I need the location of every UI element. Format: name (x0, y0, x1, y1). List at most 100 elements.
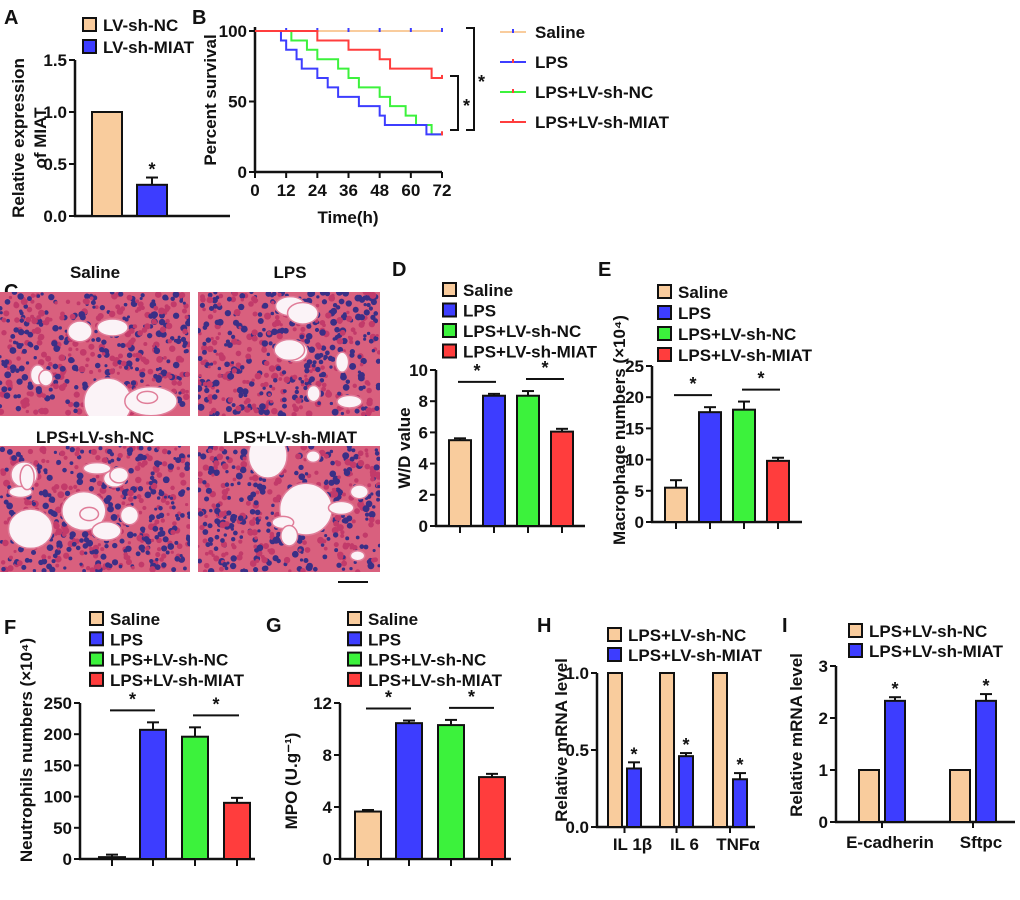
cell-nucleus (160, 497, 167, 503)
cell-nucleus (158, 490, 165, 497)
cell-nucleus (200, 453, 207, 460)
cell-nucleus (212, 360, 217, 365)
legend-label: LV-sh-MIAT (103, 38, 195, 57)
cell-nucleus (320, 543, 325, 547)
cell-nucleus (133, 533, 137, 537)
cell-nucleus (117, 452, 123, 459)
cell-nucleus (31, 317, 38, 325)
y-tick-label: 5 (635, 482, 644, 501)
cell-nucleus (249, 508, 256, 515)
bar (181, 735, 209, 860)
cell-nucleus (251, 329, 258, 336)
cell-nucleus (224, 343, 228, 347)
cell-nucleus (179, 457, 186, 464)
cell-nucleus (224, 521, 230, 527)
cell-nucleus (319, 319, 326, 326)
cell-nucleus (227, 397, 233, 403)
cell-nucleus (329, 470, 337, 478)
cell-nucleus (362, 532, 368, 538)
cell-nucleus (323, 546, 328, 551)
cell-nucleus (318, 359, 324, 365)
cell-nucleus (178, 453, 185, 460)
cell-nucleus (209, 508, 213, 513)
cell-nucleus (245, 408, 249, 412)
y-tick-label: 0 (635, 513, 644, 532)
cell-nucleus (38, 559, 44, 566)
cell-nucleus (255, 521, 260, 525)
cell-nucleus (342, 452, 350, 460)
cell-nucleus (65, 399, 70, 405)
y-tick-label: 100 (219, 22, 247, 41)
cell-nucleus (260, 484, 267, 491)
cell-nucleus (208, 549, 214, 555)
cell-nucleus (155, 551, 161, 558)
cell-nucleus (84, 551, 88, 555)
alveolus (349, 549, 366, 562)
cell-nucleus (226, 296, 232, 302)
legend-label: LPS+LV-sh-NC (110, 651, 228, 670)
cell-nucleus (23, 304, 29, 309)
cell-nucleus (110, 458, 115, 463)
cell-nucleus (257, 312, 263, 317)
cell-nucleus (111, 292, 118, 300)
cell-nucleus (212, 379, 220, 387)
cell-nucleus (368, 320, 376, 328)
cell-nucleus (179, 554, 183, 558)
cell-nucleus (13, 301, 19, 307)
alveolus (109, 466, 130, 484)
cell-nucleus (299, 558, 304, 562)
cell-nucleus (332, 337, 337, 341)
cell-nucleus (240, 365, 245, 370)
legend-label: LV-sh-NC (103, 16, 178, 35)
cell-nucleus (37, 464, 43, 470)
cell-nucleus (203, 562, 210, 569)
cell-nucleus (329, 344, 336, 351)
cell-nucleus (187, 540, 190, 547)
cell-nucleus (21, 564, 27, 570)
cell-nucleus (17, 293, 24, 300)
cell-nucleus (254, 372, 262, 380)
cell-nucleus (330, 318, 338, 326)
cell-nucleus (224, 309, 232, 317)
bar (712, 672, 728, 828)
cell-nucleus (359, 544, 365, 549)
cell-nucleus (254, 536, 258, 540)
cell-nucleus (33, 344, 40, 351)
cell-nucleus (49, 394, 56, 400)
cell-nucleus (36, 315, 41, 320)
cell-nucleus (300, 446, 308, 451)
cell-nucleus (292, 552, 298, 558)
cell-nucleus (351, 448, 356, 453)
cell-nucleus (371, 505, 376, 509)
cell-nucleus (94, 362, 101, 369)
cell-nucleus (56, 459, 62, 465)
cell-nucleus (37, 333, 45, 341)
panel-label-d: D (392, 259, 406, 281)
cell-nucleus (350, 327, 356, 333)
cell-nucleus (346, 446, 352, 449)
cell-nucleus (342, 292, 350, 297)
cell-nucleus (164, 306, 170, 312)
cell-nucleus (175, 457, 182, 464)
y-tick-label: 0.0 (43, 207, 67, 226)
cell-nucleus (219, 446, 225, 452)
cell-nucleus (233, 308, 241, 316)
cell-nucleus (36, 339, 43, 346)
cell-nucleus (55, 563, 60, 568)
cell-nucleus (118, 446, 122, 448)
cell-nucleus (47, 361, 53, 367)
cell-nucleus (47, 555, 51, 560)
legend-swatch (442, 282, 457, 297)
bar (98, 856, 126, 860)
cell-nucleus (200, 296, 206, 303)
cell-nucleus (221, 463, 229, 470)
cell-nucleus (217, 302, 222, 307)
legend-swatch (442, 302, 457, 318)
cell-nucleus (6, 318, 10, 323)
cell-nucleus (376, 497, 380, 502)
cell-nucleus (155, 557, 159, 562)
cell-nucleus (25, 361, 30, 365)
cell-nucleus (236, 554, 243, 561)
cell-nucleus (47, 493, 52, 498)
cell-nucleus (358, 314, 366, 321)
